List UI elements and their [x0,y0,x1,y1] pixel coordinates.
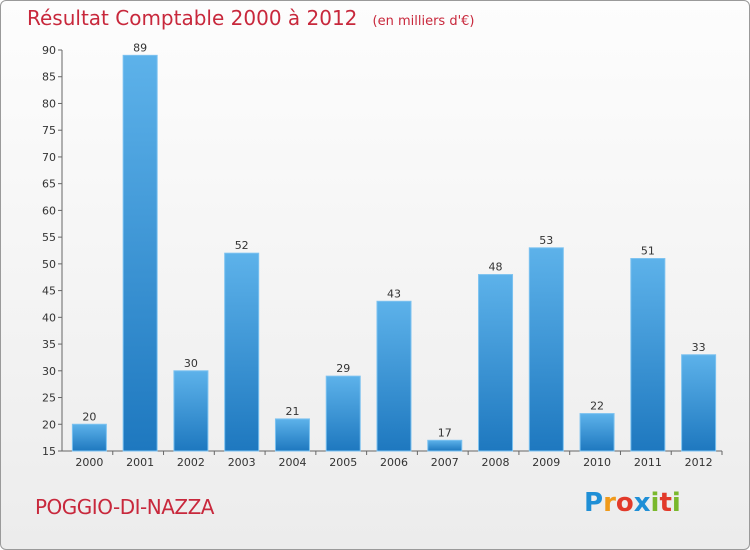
x-tick-label: 2004 [278,456,306,469]
bar [478,274,514,452]
y-tick-label: 90 [42,44,56,57]
proxiti-logo: Proxiti [584,488,681,518]
logo-letter: r [603,488,616,518]
x-tick-label: 2009 [532,456,560,469]
y-tick-label: 75 [42,124,56,137]
y-tick-label: 65 [42,178,56,191]
bar-value-label: 20 [82,410,96,423]
y-tick-label: 80 [42,97,56,110]
x-tick-label: 2002 [177,456,205,469]
y-tick-label: 70 [42,151,56,164]
chart-subtitle: (en milliers d'€) [372,14,475,29]
bar-value-label: 17 [438,426,452,439]
chart-title: Résultat Comptable 2000 à 2012 [27,6,358,30]
bar-value-label: 22 [590,400,604,413]
bar-value-label: 52 [235,239,249,252]
y-tick-label: 15 [42,445,56,458]
logo-letter: i [671,488,681,518]
bar-value-label: 30 [184,357,198,370]
y-tick-label: 35 [42,338,56,351]
x-tick-label: 2001 [126,456,154,469]
bar-value-label: 29 [336,362,350,375]
x-tick-label: 2008 [482,456,510,469]
y-tick-label: 30 [42,365,56,378]
logo-letter: t [659,488,672,518]
title-row: Résultat Comptable 2000 à 2012 (en milli… [27,6,474,30]
x-tick-label: 2003 [228,456,256,469]
x-tick-label: 2011 [634,456,662,469]
y-tick-label: 45 [42,285,56,298]
bar [325,375,361,452]
y-tick-label: 20 [42,418,56,431]
y-tick-label: 85 [42,71,56,84]
y-tick-label: 60 [42,204,56,217]
bar-value-label: 43 [387,287,401,300]
bar [681,354,717,452]
y-tick-label: 50 [42,258,56,271]
bar-value-label: 53 [539,234,553,247]
bar [579,413,615,452]
x-tick-label: 2000 [75,456,103,469]
bar [71,423,107,452]
x-tick-label: 2005 [329,456,357,469]
bar [630,258,666,452]
x-tick-label: 2012 [685,456,713,469]
bar-value-label: 21 [285,405,299,418]
bar-value-label: 33 [692,341,706,354]
y-tick-label: 40 [42,311,56,324]
bar [274,418,310,452]
logo-letter: P [584,488,604,518]
bar [376,300,412,452]
bar [122,54,158,452]
x-tick-label: 2007 [431,456,459,469]
x-tick-label: 2010 [583,456,611,469]
bar-value-label: 48 [489,261,503,274]
y-tick-label: 25 [42,392,56,405]
logo-letter: i [650,488,660,518]
bar [427,439,463,452]
logo-letter: o [615,488,634,518]
town-name: POGGIO-DI-NAZZA [35,495,214,519]
logo-letter: x [633,488,651,518]
bar [173,370,209,452]
y-tick-label: 55 [42,231,56,244]
bar-value-label: 89 [133,41,147,54]
bar [528,247,564,452]
x-tick-label: 2006 [380,456,408,469]
bar [224,252,260,452]
bar-value-label: 51 [641,245,655,258]
